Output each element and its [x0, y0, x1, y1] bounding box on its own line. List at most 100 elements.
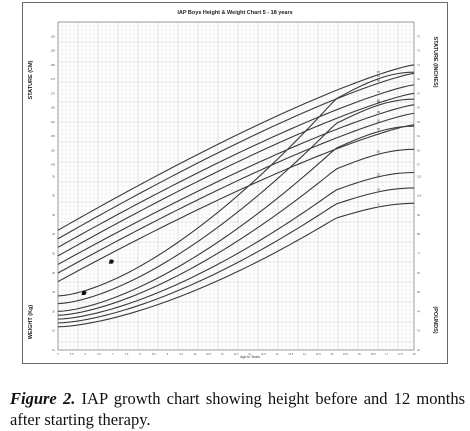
patient-point-tick: [81, 291, 87, 296]
height-curve-p75: [57, 84, 415, 248]
height-left-axis-label: STATURE (CM): [28, 60, 34, 99]
height-y-tick-label-inches: 57: [417, 163, 420, 167]
height-curve-p3: [57, 124, 415, 283]
weight-curve-p10: [57, 187, 415, 324]
weight-y-tick-label-pounds: 44: [417, 309, 420, 313]
x-tick-label: 8: [139, 352, 141, 356]
height-percentile-label: 50: [377, 99, 381, 103]
x-tick-label: 12: [248, 352, 251, 356]
x-tick-label: 16.5: [370, 352, 376, 356]
x-tick-label: 5.5: [70, 352, 74, 356]
height-y-tick-label-inches: 75: [417, 34, 420, 38]
x-tick-label: 8.5: [152, 352, 156, 356]
x-tick-label: 12.5: [261, 352, 267, 356]
height-y-tick-label-inches: 59: [417, 148, 420, 152]
x-tick-label: 17: [385, 352, 388, 356]
growth-chart-svg: 5 5.5 6 6.5 7 7.5 8 8.5 9 9.5 10 10.5 11 11.5 12 12.5 13…: [22, 2, 448, 364]
caption-lead: Figure 2.: [10, 389, 76, 408]
height-curve-p25: [57, 104, 415, 265]
caption-text: IAP growth chart showing height before a…: [10, 389, 465, 429]
weight-y-tick-label: 10: [52, 348, 55, 352]
x-tick-label: 11: [221, 352, 224, 356]
x-tick-label: 6: [85, 352, 87, 356]
x-tick-label: 17.5: [398, 352, 404, 356]
height-y-tick-label: 175: [51, 77, 56, 81]
x-tick-label: 7.5: [125, 352, 129, 356]
weight-y-tick-label-pounds: 121: [417, 174, 422, 178]
weight-curve-p50: [57, 148, 415, 316]
weight-curve-p75: [57, 125, 415, 312]
chart-border: [22, 2, 448, 364]
height-y-tick-label-inches: 73: [417, 49, 420, 53]
weight-curve-p90: [57, 98, 415, 305]
weight-y-tick-label: 40: [52, 232, 55, 236]
weight-y-tick-label-pounds: 110: [417, 194, 422, 198]
x-tick-label: 5: [57, 352, 59, 356]
weight-curve-p25: [57, 171, 415, 320]
patient-markers: [81, 259, 115, 296]
height-curve-p90: [57, 72, 415, 240]
height-y-tick-label-inches: 71: [417, 63, 420, 67]
patient-point-tick: [108, 260, 115, 265]
height-y-tick-label: 150: [51, 148, 56, 152]
weight-left-axis-label: WEIGHT (Kg): [28, 305, 34, 340]
weight-y-tick-label: 30: [52, 271, 55, 275]
weight-percentile-label: 50: [377, 150, 381, 154]
plot-frame: [57, 21, 415, 351]
weight-y-tick-label-pounds: 88: [417, 232, 420, 236]
x-tick-label: 15: [330, 352, 333, 356]
x-tick-label: 11.5: [234, 352, 239, 356]
x-tick-label: 13: [276, 352, 279, 356]
weight-curve-p3: [57, 202, 415, 328]
weight-percentile-label: 75: [377, 127, 381, 131]
growth-chart: 5 5.5 6 6.5 7 7.5 8 8.5 9 9.5 10 10.5 11 11.5 12 12.5 13…: [22, 2, 448, 364]
height-right-axis-label: STATURE (INCHES): [432, 36, 438, 87]
x-tick-label: 15.5: [343, 352, 349, 356]
height-percentile-label: 97: [377, 70, 381, 74]
height-y-tick-label-inches: 67: [417, 91, 420, 95]
chart-title: IAP Boys Height & Weight Chart 5 - 18 ye…: [177, 10, 292, 16]
x-tick-label: 18: [413, 352, 416, 356]
weight-y-tick-label: 55: [52, 174, 55, 178]
weight-percentile-label: 90: [377, 101, 381, 105]
weight-percentile-label: 25: [377, 172, 381, 176]
height-y-tick-label-inches: 61: [417, 134, 420, 138]
height-y-tick-label: 190: [51, 34, 56, 38]
height-y-tick-label-inches: 63: [417, 120, 420, 124]
x-tick-label: 9: [167, 352, 169, 356]
figure-caption: Figure 2. IAP growth chart showing heigh…: [10, 388, 465, 430]
height-y-tick-label: 170: [51, 91, 56, 95]
weight-y-tick-label: 15: [52, 329, 55, 333]
height-y-tick-label: 160: [51, 120, 56, 124]
x-tick-label: 6.5: [97, 352, 101, 356]
x-axis-label: Age in Years: [240, 355, 260, 359]
weight-y-tick-label: 35: [52, 252, 55, 256]
height-y-tick-label: 155: [51, 134, 56, 138]
height-percentile-label: 25: [377, 110, 381, 114]
x-tick-label: 9.5: [179, 352, 183, 356]
height-y-tick-label: 145: [51, 163, 56, 167]
weight-y-tick-label: 45: [52, 213, 55, 217]
weight-y-tick-label-pounds: 77: [417, 252, 420, 256]
weight-y-tick-label-pounds: 33: [417, 329, 420, 333]
height-curve-p50: [57, 92, 415, 257]
height-y-tick-label-inches: 65: [417, 106, 420, 110]
weight-y-tick-label-pounds: 66: [417, 271, 420, 275]
weight-percentile-label: 3: [378, 202, 380, 206]
height-y-tick-label-inches: 69: [417, 77, 420, 81]
weight-percentile-label: 10: [377, 187, 381, 191]
x-tick-label: 13.5: [288, 352, 294, 356]
weight-right-axis-label: (POUNDS): [432, 306, 438, 333]
weight-y-tick-label-pounds: 55: [417, 290, 420, 294]
height-y-tick-label: 165: [51, 106, 56, 110]
x-tick-label: 16: [358, 352, 361, 356]
height-curve-p10: [57, 112, 415, 274]
height-y-tick-label: 180: [51, 63, 56, 67]
weight-y-tick-label-pounds: 99: [417, 213, 420, 217]
weight-y-tick-label-pounds: 22: [417, 348, 420, 352]
weight-y-tick-label: 25: [52, 290, 55, 294]
x-tick-label: 10: [193, 352, 196, 356]
weight-percentile-label: 97: [377, 74, 381, 78]
weight-curve-p97: [57, 71, 415, 297]
